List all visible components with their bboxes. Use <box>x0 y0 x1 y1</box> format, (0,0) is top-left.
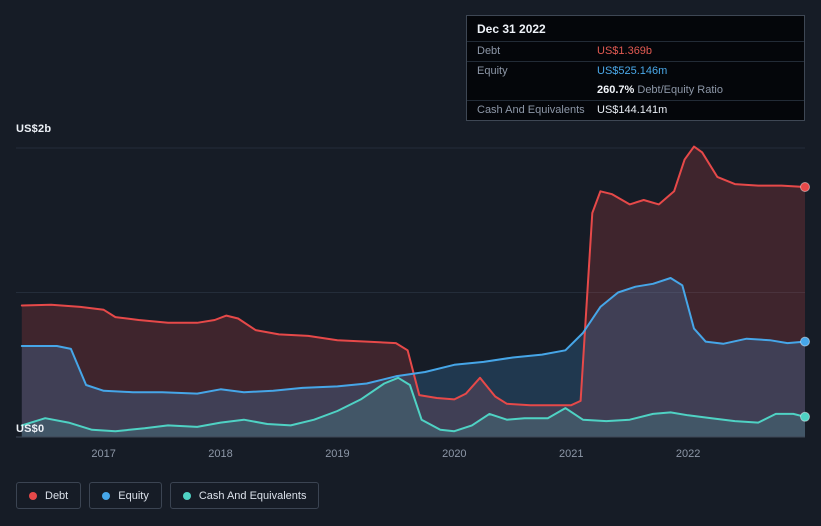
y-axis-label-max: US$2b <box>16 123 52 135</box>
cash-legend-dot <box>182 491 191 500</box>
legend-item-equity[interactable]: Equity <box>89 482 162 509</box>
x-axis-label: 2021 <box>558 448 584 460</box>
debt-endpoint-marker[interactable] <box>800 182 810 192</box>
debt-line <box>20 145 806 407</box>
debt-equity-ratio-label: Debt/Equity Ratio <box>637 84 723 96</box>
legend-label: Cash And Equivalents <box>198 489 307 502</box>
legend-label: Debt <box>45 489 69 502</box>
tooltip-debt-value: US$1.369b <box>597 45 653 57</box>
tooltip-row-ratio: 260.7% Debt/Equity Ratio <box>467 81 804 101</box>
debt-area <box>21 146 806 437</box>
x-axis-label: 2020 <box>442 448 467 460</box>
legend-item-debt[interactable]: Debt <box>16 482 82 509</box>
legend-label: Equity <box>118 489 149 502</box>
equity-endpoint-marker[interactable] <box>800 336 810 347</box>
cash-line <box>20 376 806 433</box>
tooltip-cash-label: Cash And Equivalents <box>477 104 585 116</box>
cash-endpoint-marker[interactable] <box>800 411 810 422</box>
equity-area <box>21 278 806 437</box>
tooltip-date: Dec 31 2022 <box>467 16 804 42</box>
x-axis-label: 2022 <box>675 448 701 460</box>
tooltip-debt-label: Debt <box>477 45 501 57</box>
tooltip-row-cash: Cash And Equivalents US$144.141m <box>467 101 804 120</box>
legend-item-cash[interactable]: Cash And Equivalents <box>169 482 320 509</box>
cash-area <box>21 377 806 437</box>
tooltip-row-equity: Equity US$525.146m <box>467 62 804 81</box>
y-axis-label-zero: US$0 <box>16 423 45 435</box>
debt-equity-ratio-percent: 260.7% <box>597 84 635 96</box>
x-axis-label: 2017 <box>91 448 116 460</box>
x-axis-label: 2018 <box>208 448 233 460</box>
data-tooltip: Dec 31 2022 Debt US$1.369b Equity US$525… <box>466 15 805 121</box>
equity-line <box>20 277 806 395</box>
x-axis-label: 2019 <box>325 448 350 460</box>
tooltip-equity-label: Equity <box>477 65 508 77</box>
tooltip-equity-value: US$525.146m <box>597 65 668 77</box>
equity-legend-dot <box>102 491 111 500</box>
chart-legend: Debt Equity Cash And Equivalents <box>16 482 320 509</box>
debt-legend-dot <box>29 491 37 500</box>
tooltip-cash-value: US$144.141m <box>597 104 668 116</box>
tooltip-ratio-value: 260.7% Debt/Equity Ratio <box>597 84 794 96</box>
tooltip-row-debt: Debt US$1.369b <box>467 42 804 62</box>
